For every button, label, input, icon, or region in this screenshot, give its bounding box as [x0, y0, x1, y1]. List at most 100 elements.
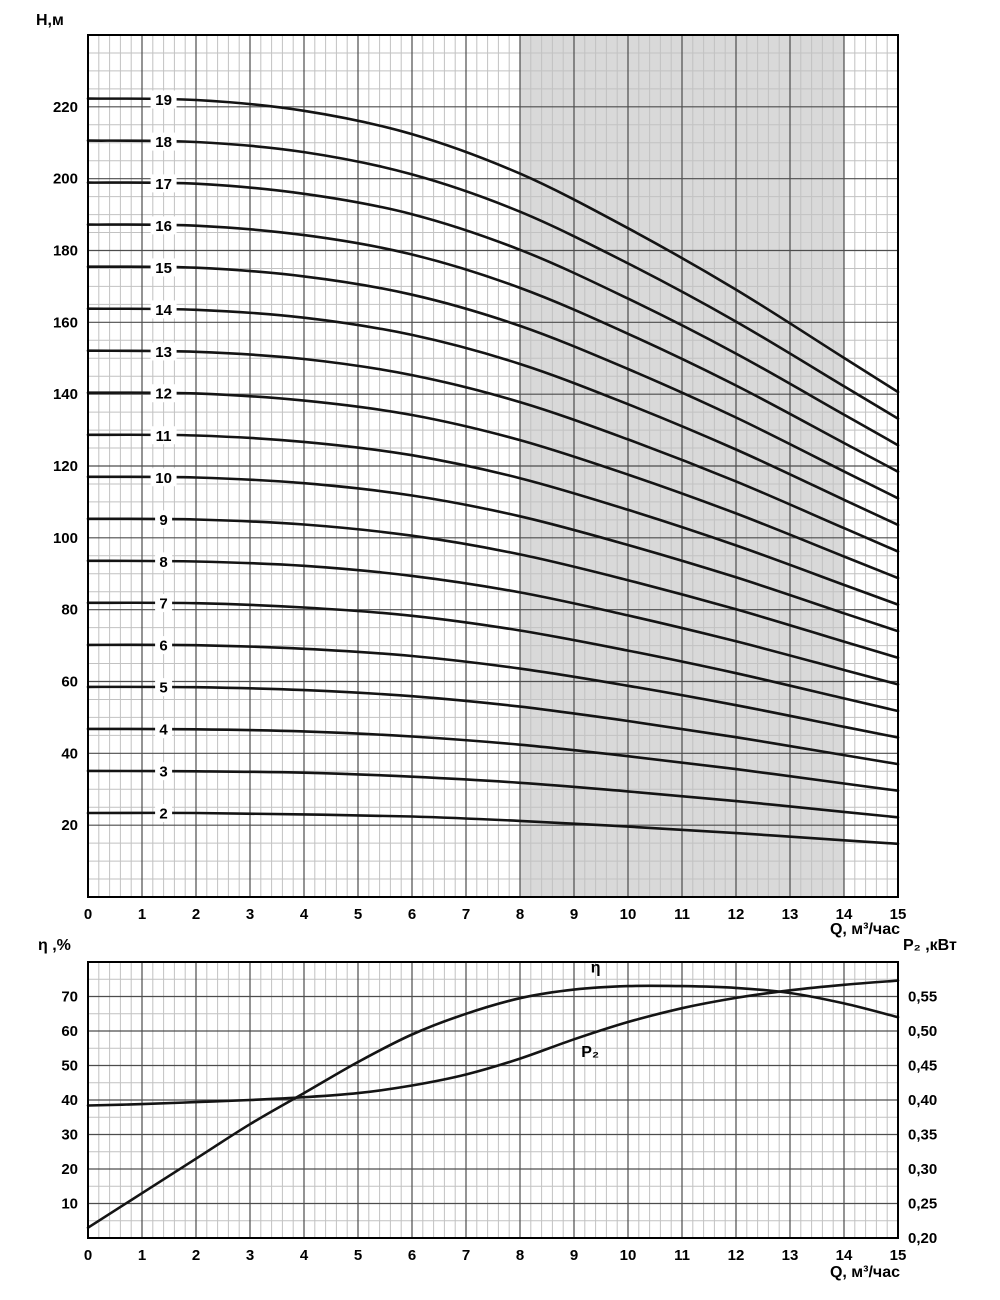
right-tick-label: 0,55	[908, 989, 937, 1006]
plot-frame	[87, 961, 899, 1239]
curve-label-11: 11	[156, 428, 172, 445]
curve-label-18: 18	[155, 134, 172, 151]
right-tick-label: 0,50	[908, 1023, 937, 1040]
curve-6	[86, 643, 900, 739]
x-tick-label: 5	[354, 906, 362, 923]
curve-2	[86, 811, 900, 846]
x-tick-label: 12	[728, 1247, 745, 1264]
flow-axis-title-bottom: Q, м³/час	[829, 1264, 900, 1281]
curve-label-bg	[150, 468, 177, 487]
x-tick-label: 4	[300, 1247, 309, 1264]
curve-8	[86, 559, 900, 686]
curve-label-6: 6	[159, 638, 167, 655]
x-tick-label: 14	[836, 1247, 853, 1264]
curve-14	[86, 307, 900, 527]
x-tick-label: 11	[674, 906, 690, 923]
curve-label-16: 16	[155, 218, 172, 235]
curve-P₂	[86, 979, 900, 1107]
right-tick-label: 0,45	[908, 1058, 937, 1075]
x-tick-label: 2	[192, 906, 200, 923]
power-axis-title: P₂ ,кВт	[903, 937, 957, 954]
curve-3	[86, 769, 900, 819]
x-tick-label: 0	[84, 906, 92, 923]
y-tick-label: 120	[53, 458, 78, 475]
curve-label-2: 2	[159, 805, 167, 822]
curve-η	[86, 984, 900, 1229]
y-tick-label: 220	[53, 99, 78, 116]
series-label-η: η	[591, 959, 601, 976]
curve-18	[86, 139, 900, 420]
y-tick-label: 70	[61, 989, 78, 1006]
x-tick-label: 8	[516, 1247, 524, 1264]
x-tick-label: 3	[246, 1247, 254, 1264]
curve-label-bg	[150, 258, 177, 277]
curve-13	[86, 349, 900, 553]
y-tick-label: 200	[53, 171, 78, 188]
curve-label-bg	[155, 552, 173, 571]
curve-label-5: 5	[159, 680, 167, 697]
curve-label-17: 17	[155, 176, 172, 193]
y-tick-label: 50	[61, 1058, 78, 1075]
right-tick-label: 0,35	[908, 1127, 937, 1144]
curve-label-10: 10	[155, 470, 172, 487]
curve-label-bg	[150, 216, 177, 235]
curve-label-3: 3	[159, 764, 167, 781]
curve-15	[86, 265, 900, 500]
curve-label-9: 9	[159, 512, 167, 529]
x-tick-label: 15	[890, 906, 907, 923]
y-tick-label: 80	[61, 602, 78, 619]
curve-label-bg	[150, 342, 177, 361]
x-tick-label: 14	[836, 906, 853, 923]
curve-label-bg	[155, 636, 173, 655]
x-tick-label: 10	[620, 906, 637, 923]
curve-7	[86, 601, 900, 713]
right-tick-label: 0,20	[908, 1230, 937, 1247]
curve-10	[86, 475, 900, 633]
curve-label-8: 8	[159, 554, 167, 571]
x-tick-label: 12	[728, 906, 745, 923]
curve-label-bg	[155, 720, 173, 739]
x-tick-label: 4	[300, 906, 309, 923]
right-tick-label: 0,25	[908, 1196, 937, 1213]
curve-label-bg	[150, 384, 177, 403]
y-tick-label: 20	[61, 817, 78, 834]
curve-label-bg	[155, 594, 173, 613]
curve-label-bg	[150, 300, 177, 319]
y-tick-label: 60	[61, 1023, 78, 1040]
x-tick-label: 15	[890, 1247, 907, 1264]
x-tick-label: 5	[354, 1247, 362, 1264]
y-tick-label: 60	[61, 674, 78, 691]
x-tick-label: 1	[138, 906, 146, 923]
y-tick-label: 160	[53, 314, 78, 331]
x-tick-label: 6	[408, 1247, 416, 1264]
y-tick-label: 140	[53, 386, 78, 403]
y-tick-label: 180	[53, 243, 78, 260]
curve-label-bg	[155, 803, 173, 822]
x-tick-label: 7	[462, 906, 470, 923]
curve-label-15: 15	[155, 260, 172, 277]
right-tick-label: 0,40	[908, 1092, 937, 1109]
x-tick-label: 13	[782, 1247, 799, 1264]
curve-label-13: 13	[155, 344, 172, 361]
curve-label-4: 4	[159, 722, 168, 739]
right-tick-label: 0,30	[908, 1161, 937, 1178]
curve-label-bg	[150, 426, 177, 445]
y-tick-label: 30	[61, 1127, 78, 1144]
curve-5	[86, 685, 900, 766]
y-tick-label: 40	[61, 1092, 78, 1109]
x-tick-label: 9	[570, 1247, 578, 1264]
curve-17	[86, 181, 900, 447]
y-tick-label: 10	[61, 1196, 78, 1213]
curve-12	[86, 391, 900, 580]
curves	[86, 97, 900, 846]
curve-label-bg	[150, 174, 177, 193]
curve-label-7: 7	[159, 596, 167, 613]
y-tick-label: 40	[61, 745, 78, 762]
y-tick-label: 20	[61, 1161, 78, 1178]
curve-11	[86, 433, 900, 606]
plot-frame	[87, 34, 899, 898]
